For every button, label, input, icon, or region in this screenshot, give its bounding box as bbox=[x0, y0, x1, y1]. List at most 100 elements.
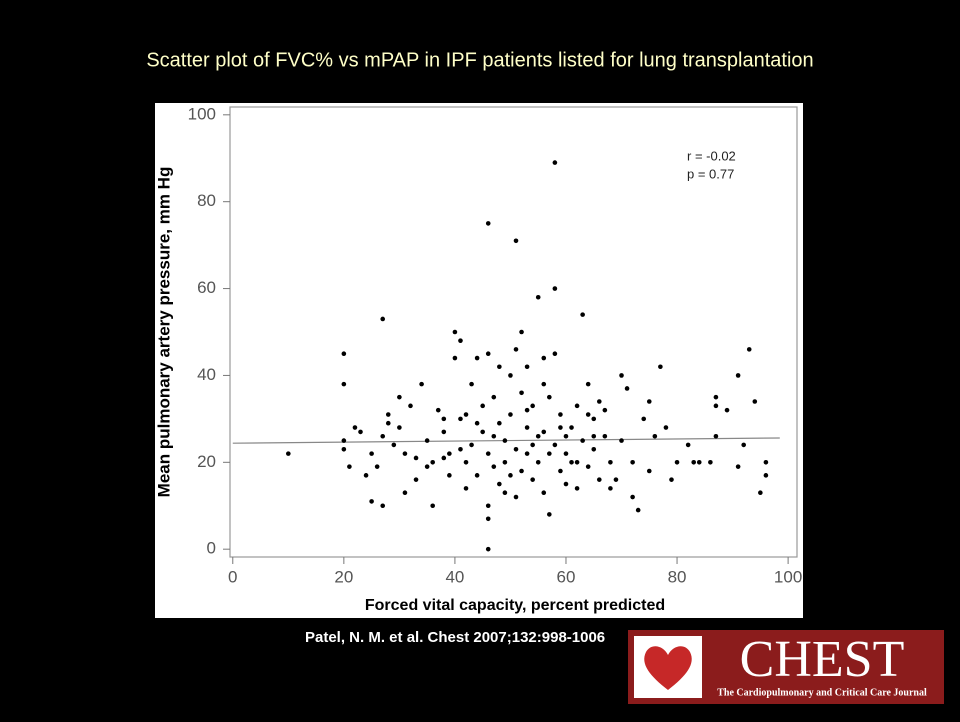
point bbox=[385, 420, 391, 426]
point bbox=[763, 473, 769, 478]
point bbox=[508, 373, 513, 378]
point bbox=[552, 286, 558, 291]
point bbox=[541, 429, 547, 435]
point bbox=[674, 460, 680, 465]
point bbox=[519, 390, 524, 396]
point bbox=[474, 473, 480, 478]
point bbox=[608, 460, 613, 465]
point bbox=[591, 433, 597, 439]
point bbox=[413, 455, 419, 461]
point bbox=[641, 416, 647, 422]
point bbox=[430, 503, 435, 509]
point bbox=[552, 160, 558, 165]
y-tick-label: 0 bbox=[207, 539, 216, 558]
point bbox=[469, 381, 474, 387]
point bbox=[547, 451, 552, 456]
plot-area: 0 20 40 60 80 100 0 20 40 60 80 100 bbox=[188, 104, 803, 586]
y-axis-label: Mean pulmonary artery pressure, mm Hg bbox=[154, 167, 173, 498]
point bbox=[402, 451, 408, 456]
point bbox=[491, 433, 497, 439]
point bbox=[408, 403, 413, 409]
point bbox=[485, 451, 491, 456]
point bbox=[552, 442, 558, 448]
y-tick-label: 40 bbox=[197, 365, 216, 384]
point bbox=[619, 438, 624, 443]
point bbox=[574, 486, 580, 491]
point bbox=[480, 403, 485, 409]
point bbox=[685, 442, 691, 448]
point bbox=[563, 433, 569, 439]
point bbox=[341, 438, 347, 443]
x-tick-label: 0 bbox=[228, 567, 237, 586]
point bbox=[352, 425, 358, 430]
point bbox=[602, 433, 608, 439]
point bbox=[286, 451, 291, 456]
point bbox=[447, 451, 452, 456]
point bbox=[441, 416, 447, 422]
point bbox=[463, 486, 469, 491]
point bbox=[485, 503, 491, 509]
point bbox=[547, 512, 552, 517]
point bbox=[502, 490, 508, 496]
point bbox=[580, 312, 585, 317]
point bbox=[669, 477, 674, 482]
point bbox=[380, 503, 386, 509]
point bbox=[358, 429, 363, 435]
x-axis-label: Forced vital capacity, percent predicted bbox=[365, 597, 665, 614]
point bbox=[458, 338, 463, 343]
point bbox=[502, 460, 508, 465]
point bbox=[691, 460, 697, 465]
point bbox=[535, 460, 541, 465]
point bbox=[385, 412, 391, 417]
point bbox=[658, 364, 663, 370]
point bbox=[458, 416, 463, 422]
point bbox=[458, 446, 463, 452]
point bbox=[513, 494, 519, 500]
point bbox=[563, 451, 569, 456]
x-tick-label: 60 bbox=[557, 567, 576, 586]
point bbox=[502, 438, 508, 443]
point bbox=[652, 433, 658, 439]
point bbox=[491, 394, 497, 400]
source-citation: Patel, N. M. et al. Chest 2007;132:998-1… bbox=[305, 629, 605, 646]
point bbox=[591, 416, 597, 422]
point bbox=[630, 494, 635, 500]
point bbox=[735, 373, 741, 378]
point bbox=[585, 381, 591, 387]
point bbox=[708, 460, 713, 465]
point bbox=[419, 381, 424, 387]
point bbox=[530, 442, 535, 448]
point bbox=[341, 446, 347, 452]
point bbox=[713, 394, 719, 400]
point bbox=[380, 433, 386, 439]
point bbox=[452, 355, 458, 361]
point bbox=[447, 473, 452, 478]
y-tick-label: 60 bbox=[197, 278, 216, 297]
point bbox=[752, 399, 758, 404]
point bbox=[513, 238, 519, 244]
point bbox=[497, 364, 502, 370]
y-tick-label: 100 bbox=[188, 104, 216, 123]
point bbox=[558, 425, 563, 430]
point bbox=[746, 347, 752, 352]
plot-frame bbox=[229, 106, 798, 558]
point bbox=[663, 425, 669, 430]
point bbox=[635, 507, 641, 513]
point bbox=[596, 399, 602, 404]
point bbox=[741, 442, 746, 448]
point bbox=[424, 438, 430, 443]
point bbox=[524, 425, 530, 430]
point bbox=[763, 460, 769, 465]
point bbox=[619, 373, 624, 378]
point bbox=[491, 464, 497, 469]
point bbox=[547, 394, 552, 400]
point bbox=[452, 329, 458, 335]
point bbox=[569, 460, 574, 465]
point bbox=[397, 425, 402, 430]
point bbox=[735, 464, 741, 469]
point bbox=[646, 399, 652, 404]
point bbox=[474, 355, 480, 361]
point bbox=[463, 412, 469, 417]
point bbox=[713, 433, 719, 439]
